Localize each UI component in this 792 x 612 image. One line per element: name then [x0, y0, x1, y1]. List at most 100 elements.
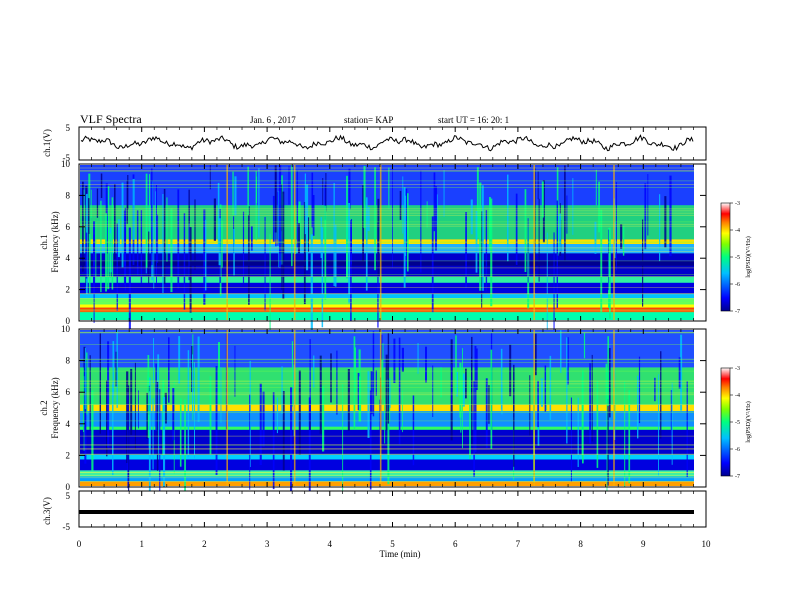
tone-line — [80, 309, 694, 310]
tone-line — [80, 221, 694, 223]
impulse-streak — [116, 330, 118, 408]
impulse-streak — [605, 363, 608, 403]
impulse-streak — [489, 197, 491, 250]
impulse-streak — [524, 189, 527, 272]
impulse-streak — [140, 210, 143, 283]
impulse-streak — [570, 397, 572, 482]
impulse-streak — [106, 380, 108, 457]
frequency-band — [80, 312, 694, 320]
tone-line — [80, 370, 694, 372]
tone-line — [80, 170, 694, 171]
tone-line — [80, 445, 694, 446]
impulse-streak — [138, 390, 139, 429]
impulse-streak — [306, 184, 309, 271]
impulse-streak — [233, 229, 235, 276]
impulse-streak — [515, 193, 518, 265]
tone-line — [80, 358, 694, 360]
impulse-streak — [303, 202, 306, 305]
impulse-streak — [398, 337, 401, 445]
tone-line — [80, 293, 694, 295]
impulse-streak — [282, 391, 285, 471]
impulse-streak — [288, 166, 290, 205]
impulse-streak — [217, 182, 220, 249]
ch1-colorbar-label: log(PSD)(V²/Hz) — [745, 236, 752, 277]
tone-line — [80, 180, 694, 182]
station-label: station= KAP — [344, 115, 393, 125]
xtick-label: 2 — [202, 539, 207, 549]
impulse-streak — [583, 332, 586, 359]
impulse-streak — [93, 221, 96, 294]
ytick-label: 6 — [66, 387, 71, 397]
impulse-streak — [121, 182, 124, 268]
impulse-streak — [582, 370, 584, 464]
tone-line — [80, 311, 694, 313]
impulse-streak — [608, 229, 610, 291]
xtick-label: 10 — [702, 539, 712, 549]
impulse-streak — [334, 224, 337, 287]
impulse-streak — [591, 354, 593, 442]
impulse-streak — [375, 370, 377, 396]
hot-streak — [533, 330, 535, 486]
ch3-waveform-panel: 5 -5 ch.3(V) 0 1 2 3 4 5 6 7 8 9 10 Time (min) — [42, 127, 711, 559]
impulse-streak — [462, 348, 463, 449]
impulse-streak — [377, 198, 380, 276]
impulse-streak — [600, 209, 603, 313]
impulse-streak — [381, 343, 384, 387]
impulse-streak — [678, 357, 681, 389]
frequency-band — [80, 261, 694, 266]
frequency-band — [80, 459, 694, 471]
tone-line — [80, 214, 694, 216]
ytick-label: 4 — [66, 253, 71, 263]
impulse-streak — [249, 394, 251, 490]
impulse-streak — [96, 188, 99, 218]
impulse-streak — [127, 392, 129, 489]
impulse-streak — [83, 189, 85, 217]
impulse-streak — [440, 367, 442, 398]
impulse-streak — [149, 174, 151, 231]
impulse-streak — [537, 171, 539, 200]
impulse-streak — [566, 337, 569, 385]
impulse-streak — [372, 331, 375, 417]
impulse-streak — [90, 189, 92, 218]
impulse-streak — [476, 348, 478, 390]
impulse-streak — [107, 186, 110, 290]
impulse-streak — [112, 382, 114, 476]
impulse-streak — [105, 213, 107, 292]
ch1-spec-ylabel-channel: ch.1 — [39, 234, 49, 249]
impulse-streak — [172, 388, 175, 441]
tone-line — [80, 287, 694, 288]
impulse-streak — [152, 398, 154, 470]
impulse-streak — [333, 182, 335, 286]
frequency-band — [80, 293, 694, 299]
impulse-streak — [471, 336, 473, 445]
impulse-streak — [218, 342, 220, 404]
impulse-streak — [346, 175, 348, 279]
impulse-streak — [387, 333, 390, 424]
impulse-streak — [620, 224, 623, 249]
impulse-streak — [513, 364, 515, 467]
impulse-streak — [304, 173, 306, 235]
ch2-spectrogram-image — [80, 330, 694, 496]
impulse-streak — [322, 386, 325, 452]
impulse-streak — [558, 213, 561, 252]
tone-line — [80, 242, 694, 244]
impulse-streak — [374, 167, 376, 271]
impulse-streak — [431, 216, 434, 313]
xtick-label: 3 — [265, 539, 270, 549]
impulse-streak — [189, 227, 192, 313]
impulse-streak — [686, 381, 688, 477]
ch1-waveform-frame — [78, 126, 707, 161]
ch1-spectrogram-image — [80, 165, 694, 341]
impulse-streak — [462, 373, 465, 407]
impulse-streak — [451, 364, 453, 405]
impulse-streak — [417, 343, 419, 374]
impulse-streak — [321, 227, 324, 328]
impulse-streak — [529, 375, 531, 436]
impulse-streak — [553, 232, 555, 331]
impulse-streak — [432, 365, 434, 417]
impulse-streak — [465, 368, 467, 399]
impulse-streak — [147, 355, 150, 382]
ch2-colorbar-label: log(PSD)(V²/Hz) — [745, 401, 752, 442]
impulse-streak — [347, 369, 350, 431]
impulse-streak — [572, 178, 574, 235]
